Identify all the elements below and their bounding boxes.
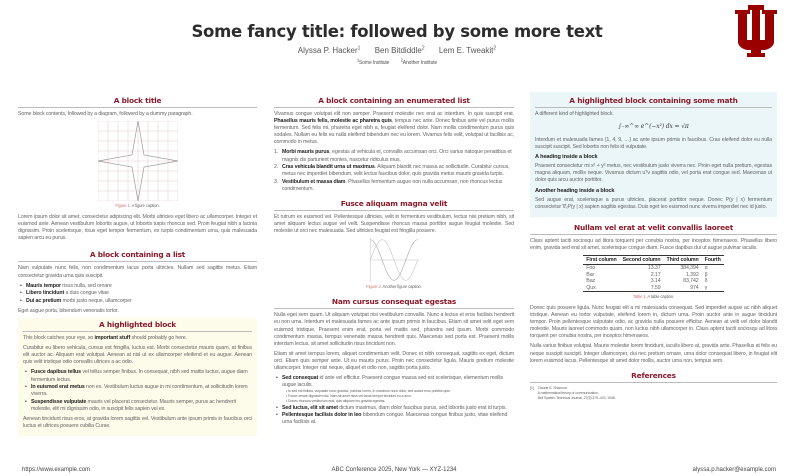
- column-middle: A block containing an enumerated list Vi…: [274, 94, 514, 430]
- block-text: Lorem ipsum dolor sit amet, consectetur …: [18, 214, 257, 242]
- column-left: A block title Some block contents, follo…: [18, 94, 257, 437]
- block-title: A highlighted block containing some math: [535, 92, 772, 108]
- block-text: Etiam sit amet tempus lorem, aliquet con…: [274, 350, 514, 371]
- list-item: Dui ac pretium morbi justo neque, ullamc…: [20, 298, 257, 305]
- figure-caption: Figure 2. Another figure caption.: [366, 284, 422, 290]
- bullet-list: Fusce dapibus tellus vel tellus semper f…: [25, 369, 252, 413]
- author: Ben Bitdiddle2: [374, 45, 425, 55]
- block-text: Et rutrum ex euismod vel. Pellentesque u…: [274, 214, 514, 235]
- block-title: Nullam vel erat at velit convallis laore…: [530, 221, 777, 235]
- footer-url[interactable]: https://www.example.com: [22, 467, 91, 473]
- reference-item: [1] Claude E. Shannon. A mathematical the…: [530, 385, 616, 400]
- list-item: Sed luctus, elit sit amet dictum maximus…: [276, 405, 514, 412]
- table-row: Bar 2.17 1,392 β: [586, 271, 708, 278]
- figure-star-diagram: [18, 120, 257, 202]
- author: Alyssa P. Hacker1: [297, 45, 361, 55]
- footer-conference: ABC Conference 2025, New York — XYZ-1234: [331, 467, 457, 473]
- bullet-list: Sed consequat id ante vel efficitur. Pra…: [276, 375, 514, 426]
- university-logo: [735, 5, 777, 57]
- institute: 2Another Institute: [400, 57, 438, 66]
- block-text: Eget augue porta, bibendum venenatis tor…: [18, 307, 119, 314]
- block-title: A highlighted block: [23, 318, 252, 333]
- block-text: Vivamus congue volutpat elit non semper.…: [274, 111, 514, 146]
- sub-item: • Donec rhoncus vestibulum erat, quis al…: [286, 399, 386, 404]
- author-list: Alyssa P. Hacker1 Ben Bitdiddle2 Lem E. …: [0, 43, 794, 56]
- list-item: 1. Morbi mauris purus, egestas at vehicul…: [274, 149, 512, 163]
- block-title: Nam cursus consequat egestas: [274, 295, 514, 310]
- table-header-row: First column Second column Third column Fou…: [583, 254, 724, 266]
- author: Lem E. Tweakit2: [438, 45, 497, 55]
- sub-item: • Fusce ornare dignissim nisi. Nam sit a…: [286, 394, 412, 399]
- poster-title: Some fancy title: followed by some more …: [191, 22, 603, 41]
- list-item: Fusce dapibus tellus vel tellus semper f…: [25, 369, 252, 383]
- block-heading: A heading inside a block: [535, 154, 598, 161]
- list-item: Mauris tempor risus nulla, sed ornare: [20, 283, 257, 290]
- block-text: Curabitur eu libero vehicula, cursus est…: [23, 345, 252, 366]
- block-text: Nulla varius finibus volutpat. Mauris mo…: [530, 343, 777, 364]
- block-text: Some block contents, followed by a diagr…: [18, 111, 193, 117]
- list-item: Pellentesque facilisis dolor in leo bibe…: [276, 412, 514, 426]
- table-row: Baz 3.14 83,742 δ: [586, 278, 708, 285]
- block-title: References: [530, 369, 777, 383]
- block-text: This block catches your eye, so importan…: [23, 335, 187, 342]
- block-title: A block title: [18, 94, 257, 108]
- block-text: Nam vulputate nunc felis, non condimentu…: [18, 265, 257, 279]
- institute: 1Some Institute: [356, 57, 390, 66]
- block-text: Aenean tincidunt risus eros, at gravida …: [23, 415, 252, 430]
- data-table: First column Second column Third column Fou…: [583, 254, 724, 292]
- list-item: 2. Cras vehicula blandit urna ut maximus.…: [274, 164, 510, 178]
- institute-list: 1Some Institute 2Another Institute: [0, 56, 794, 67]
- block-text: Praesent consectetur mi x² + y² metus, n…: [535, 163, 772, 184]
- highlighted-block: A highlighted block This block catches y…: [18, 318, 257, 437]
- block-title: Fusce aliquam magna velit: [274, 197, 514, 212]
- block-title: A block containing a list: [18, 248, 257, 263]
- block-heading: Another heading inside a block: [535, 187, 615, 194]
- block-text: Interdum et malesuada fames {1, 4, 9, …}…: [535, 137, 772, 151]
- table-caption: Table 1. A table caption.: [632, 293, 675, 299]
- list-item: Libero tincidunt a duis congue vitae: [20, 290, 257, 297]
- figure-sine-plot: [274, 238, 514, 283]
- footer-email[interactable]: alyssa.p.hacker@example.com: [692, 467, 776, 473]
- table-row: Foo 13.37 384,394 α: [586, 265, 708, 272]
- highlighted-math-block: A highlighted block containing some math…: [530, 92, 777, 217]
- list-item: Sed consequat id ante vel efficitur. Pra…: [276, 375, 514, 404]
- table-row: Qux 7.59 974 γ: [583, 284, 724, 292]
- bullet-list: Mauris tempor risus nulla, sed ornare Li…: [20, 283, 257, 305]
- block-title: A block containing an enumerated list: [274, 94, 514, 108]
- column-right: A highlighted block containing some math…: [530, 92, 777, 401]
- enumerated-list: 1. Morbi mauris purus, egestas at vehicul…: [274, 149, 514, 193]
- star-diagram: [97, 120, 178, 202]
- block-text: Nulla eget sem quam. Ut aliquam volutpat…: [274, 312, 514, 347]
- sine-plot: [370, 238, 420, 283]
- block-text: Donec quis posuere ligula. Nunc feugiat …: [530, 304, 777, 340]
- list-item: Suspendisse vulputate mauris vel placera…: [25, 399, 252, 413]
- math-formula: ∫₋∞^∞ e^(−x²) dx = √π: [618, 123, 689, 131]
- block-text: A different kind of highlighted block.: [535, 111, 614, 117]
- sub-item: • In sed est finibus, vulputate nunc gra…: [286, 389, 451, 394]
- list-item: 3. Vestibulum et massa diam. Phasellus fe…: [274, 178, 503, 192]
- block-text: Sed augue erat, scelerisque a purus ultr…: [535, 196, 772, 210]
- block-text: Class aptent taciti sociosqu ad litora t…: [530, 237, 777, 251]
- list-item: In euismod erat metus non ex. Vestibulum…: [25, 384, 252, 398]
- figure-caption: Figure 1. A figure caption.: [115, 203, 160, 209]
